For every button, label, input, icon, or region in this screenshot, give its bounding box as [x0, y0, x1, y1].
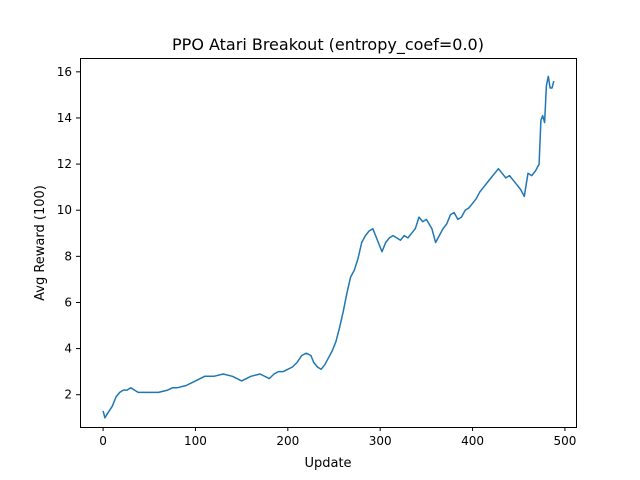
y-tick-label: 12 — [57, 157, 72, 171]
y-axis: 2 4 6 8 10 12 14 16 — [57, 65, 80, 402]
x-axis-label: Update — [304, 456, 351, 471]
series-line — [102, 75, 555, 419]
chart-title: PPO Atari Breakout (entropy_coef=0.0) — [172, 35, 484, 55]
x-tick-label: 200 — [276, 434, 299, 448]
x-tick-label: 100 — [184, 434, 207, 448]
plot-frame — [80, 58, 577, 428]
y-axis-label: Avg Reward (100) — [33, 185, 48, 301]
x-tick-label: 400 — [461, 434, 484, 448]
y-tick-label: 6 — [64, 295, 72, 309]
x-tick-label: 300 — [369, 434, 392, 448]
y-tick-label: 4 — [64, 342, 72, 356]
y-tick-label: 8 — [64, 249, 72, 263]
x-tick-label: 500 — [553, 434, 576, 448]
x-axis: 0 100 200 300 400 500 — [99, 427, 576, 448]
x-tick-label: 0 — [99, 434, 107, 448]
y-tick-label: 16 — [57, 65, 72, 79]
y-tick-label: 10 — [57, 203, 72, 217]
y-tick-label: 2 — [64, 388, 72, 402]
y-tick-label: 14 — [57, 111, 72, 125]
